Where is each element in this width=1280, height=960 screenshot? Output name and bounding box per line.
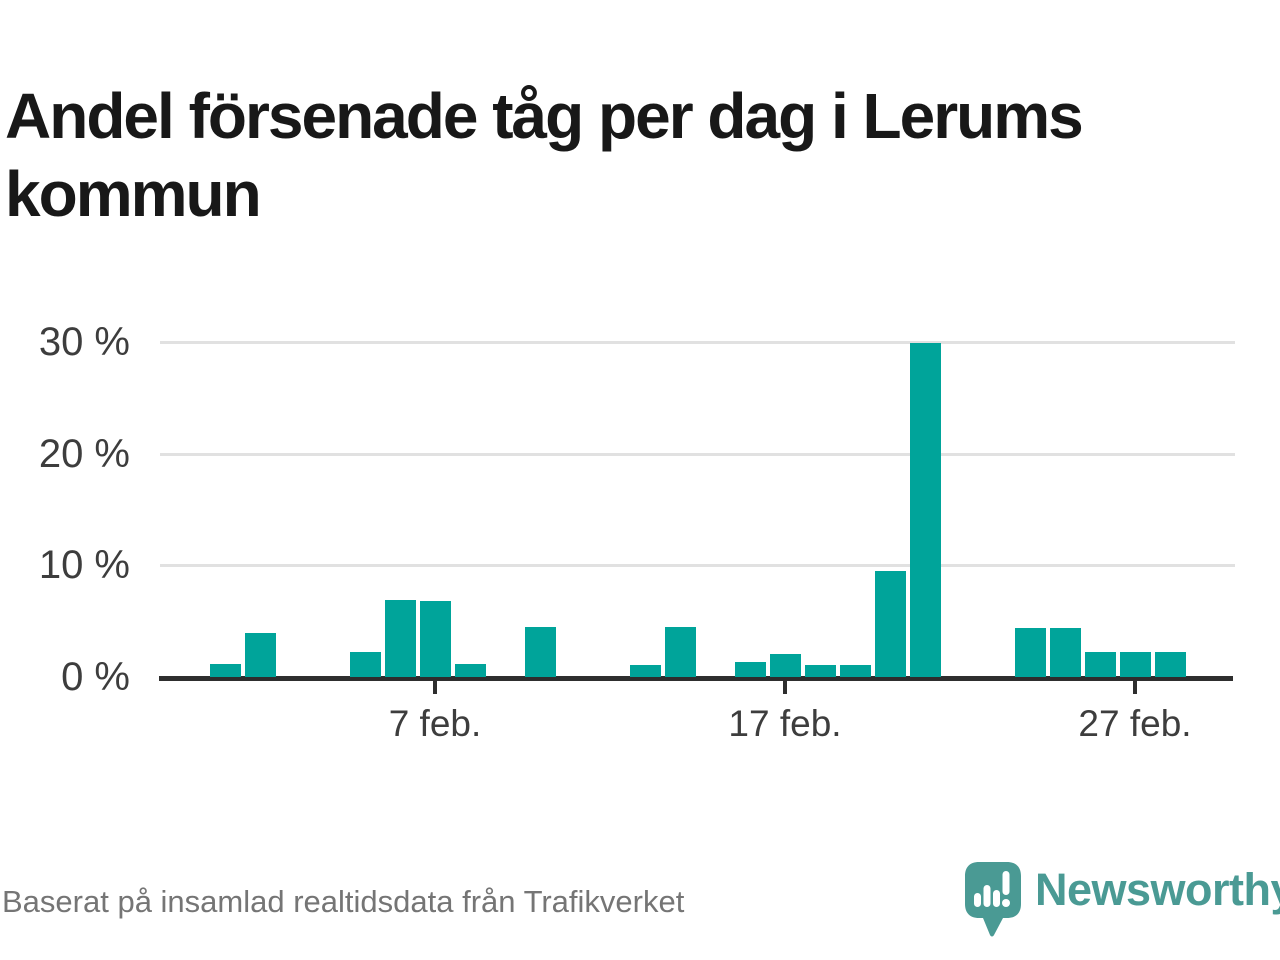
bar-10-feb bbox=[525, 627, 556, 677]
gridline-20 bbox=[160, 452, 1235, 456]
bar-27-feb bbox=[1120, 652, 1151, 677]
newsworthy-wordmark: Newsworthy bbox=[1035, 864, 1280, 915]
bar-8-feb bbox=[455, 664, 486, 677]
x-axis-line bbox=[159, 676, 1233, 681]
x-axis-tick-17-feb bbox=[783, 679, 787, 694]
y-axis-label-10: 10 % bbox=[38, 543, 130, 588]
bar-19-feb bbox=[840, 665, 871, 677]
bar-26-feb bbox=[1085, 652, 1116, 677]
x-axis-tick-7-feb bbox=[433, 679, 437, 694]
source-note: Baserat på insamlad realtidsdata från Tr… bbox=[2, 884, 685, 919]
bar-20-feb bbox=[875, 571, 906, 677]
x-axis-label-17-feb: 17 feb. bbox=[728, 703, 842, 744]
bar-13-feb bbox=[630, 665, 661, 677]
bar-1-feb bbox=[210, 664, 241, 677]
bar-21-feb bbox=[910, 343, 941, 677]
bar-7-feb bbox=[420, 601, 451, 677]
bar-28-feb bbox=[1155, 652, 1186, 677]
gridline-30 bbox=[160, 340, 1235, 344]
x-axis-label-27-feb: 27 feb. bbox=[1078, 703, 1192, 744]
chart-title-line-1: Andel försenade tåg per dag i Lerums bbox=[5, 79, 1084, 152]
y-axis-label-30: 30 % bbox=[38, 319, 130, 364]
bar-24-feb bbox=[1015, 628, 1046, 677]
bar-2-feb bbox=[245, 633, 276, 677]
newsworthy-logo-icon bbox=[965, 862, 1021, 937]
bar-14-feb bbox=[665, 627, 696, 677]
bar-25-feb bbox=[1050, 628, 1081, 677]
bar-16-feb bbox=[735, 662, 766, 677]
x-axis-tick-27-feb bbox=[1133, 679, 1137, 694]
y-axis-label-20: 20 % bbox=[38, 431, 130, 476]
y-axis-label-0: 0 % bbox=[61, 655, 130, 699]
chart-title-line-2: kommun bbox=[5, 157, 262, 230]
gridline-10 bbox=[160, 564, 1235, 568]
x-axis-label-7-feb: 7 feb. bbox=[388, 703, 482, 744]
bar-5-feb bbox=[350, 652, 381, 677]
bar-17-feb bbox=[770, 654, 801, 677]
chart-title: Andel försenade tåg per dag i Lerums komm… bbox=[5, 77, 1215, 233]
bar-6-feb bbox=[385, 600, 416, 677]
newsworthy-logo: Newsworthy bbox=[963, 856, 1280, 940]
bar-18-feb bbox=[805, 665, 836, 677]
